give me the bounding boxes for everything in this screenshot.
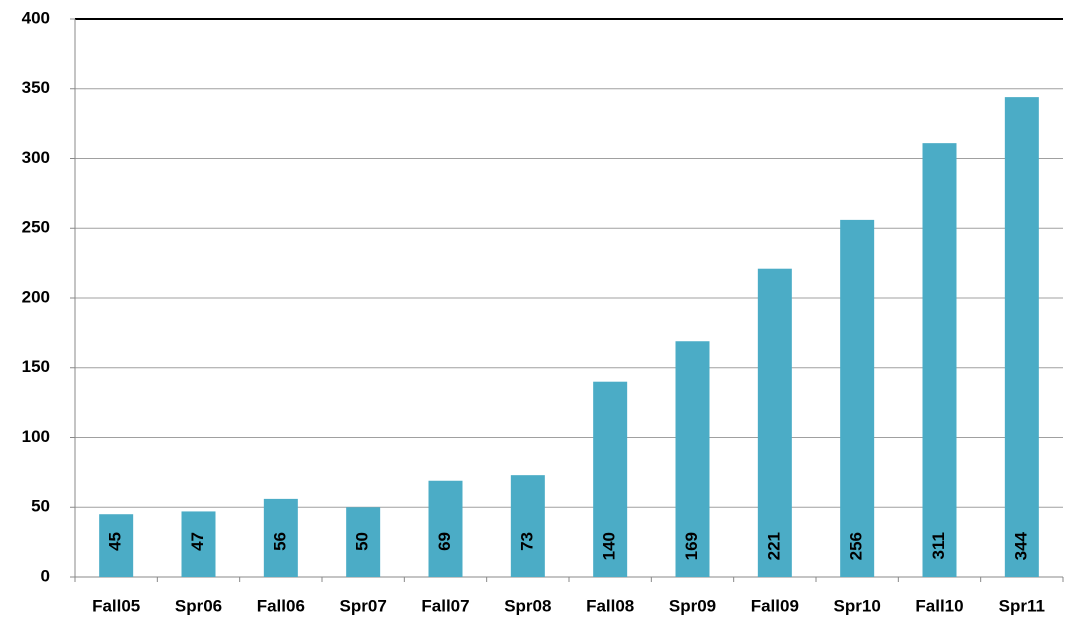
x-tick-label: Fall08 bbox=[586, 596, 634, 615]
x-tick-label: Fall09 bbox=[751, 596, 799, 615]
y-tick-label: 400 bbox=[22, 8, 50, 27]
x-tick-label: Spr06 bbox=[175, 596, 222, 615]
bar bbox=[346, 507, 381, 577]
value-label: 73 bbox=[517, 532, 536, 551]
x-tick-label: Spr08 bbox=[504, 596, 551, 615]
bar bbox=[181, 511, 216, 577]
bar bbox=[840, 219, 875, 577]
value-label: 47 bbox=[188, 532, 207, 551]
y-tick-label: 50 bbox=[31, 497, 50, 516]
value-label: 344 bbox=[1011, 531, 1030, 560]
value-label: 221 bbox=[764, 532, 783, 560]
x-tick-label: Fall05 bbox=[92, 596, 140, 615]
x-tick-label: Spr11 bbox=[999, 596, 1045, 615]
x-tick-label: Fall10 bbox=[915, 596, 963, 615]
value-label: 140 bbox=[600, 532, 619, 560]
bar bbox=[263, 498, 298, 577]
value-label: 50 bbox=[353, 532, 372, 551]
y-tick-label: 200 bbox=[22, 287, 50, 306]
y-tick-label: 150 bbox=[22, 357, 50, 376]
bar bbox=[675, 341, 710, 577]
bar bbox=[922, 143, 957, 577]
y-tick-label: 100 bbox=[22, 427, 50, 446]
x-tick-label: Spr07 bbox=[340, 596, 387, 615]
y-tick-label: 250 bbox=[22, 218, 50, 237]
value-label: 69 bbox=[435, 532, 454, 551]
value-label: 56 bbox=[270, 532, 289, 551]
y-tick-label: 350 bbox=[22, 78, 50, 97]
y-tick-label: 0 bbox=[41, 566, 50, 585]
value-label: 256 bbox=[847, 532, 866, 560]
bar bbox=[428, 480, 463, 577]
bar bbox=[1004, 97, 1039, 578]
x-tick-label: Fall07 bbox=[421, 596, 469, 615]
value-label: 45 bbox=[106, 532, 125, 551]
bar bbox=[510, 475, 545, 577]
x-tick-label: Fall06 bbox=[257, 596, 305, 615]
bar bbox=[757, 268, 792, 577]
bar bbox=[99, 514, 134, 577]
bar bbox=[593, 381, 628, 577]
value-label: 311 bbox=[929, 532, 948, 559]
x-tick-label: Spr09 bbox=[669, 596, 716, 615]
value-label: 169 bbox=[682, 532, 701, 560]
y-tick-label: 300 bbox=[22, 148, 50, 167]
x-tick-label: Spr10 bbox=[834, 596, 881, 615]
